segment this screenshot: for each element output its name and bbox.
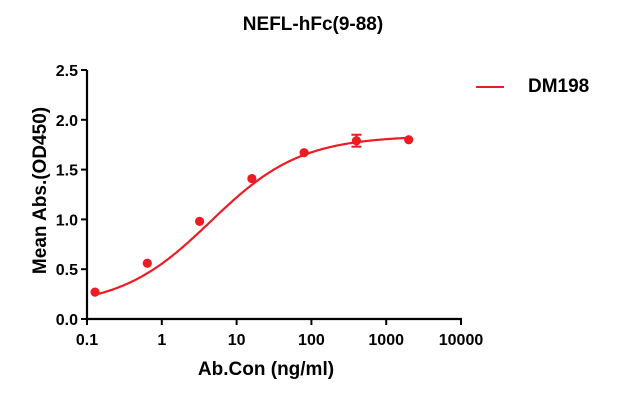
data-point <box>351 136 362 146</box>
x-tick-label: 0.1 <box>76 332 98 349</box>
y-tick-label: 2.0 <box>56 113 78 130</box>
data-point <box>90 287 100 297</box>
x-tick-label: 10000 <box>439 332 484 349</box>
data-point <box>299 148 309 158</box>
fit-curve <box>94 136 409 296</box>
legend: DM198 <box>476 76 589 98</box>
data-point <box>247 173 257 184</box>
x-axis-label: Ab.Con (ng/ml) <box>198 359 334 380</box>
x-tick-label: 10 <box>228 332 246 349</box>
legend-label: DM198 <box>528 76 590 97</box>
y-tick-label: 2.5 <box>56 63 78 80</box>
chart-title: NEFL-hFc(9-88) <box>242 14 384 35</box>
y-tick-label: 0.5 <box>56 262 78 279</box>
data-point <box>194 216 205 226</box>
x-tick-label: 1 <box>157 332 166 349</box>
data-point <box>142 258 152 268</box>
x-tick-label: 100 <box>298 332 325 349</box>
y-axis-label: Mean Abs.(OD450) <box>30 107 51 274</box>
legend-line-icon <box>476 85 504 89</box>
data-point <box>404 135 414 145</box>
y-tick-label: 1.5 <box>56 163 78 180</box>
x-tick-label: 1000 <box>368 332 404 349</box>
y-tick-label: 1.0 <box>56 212 78 229</box>
y-tick-label: 0.0 <box>56 312 78 329</box>
